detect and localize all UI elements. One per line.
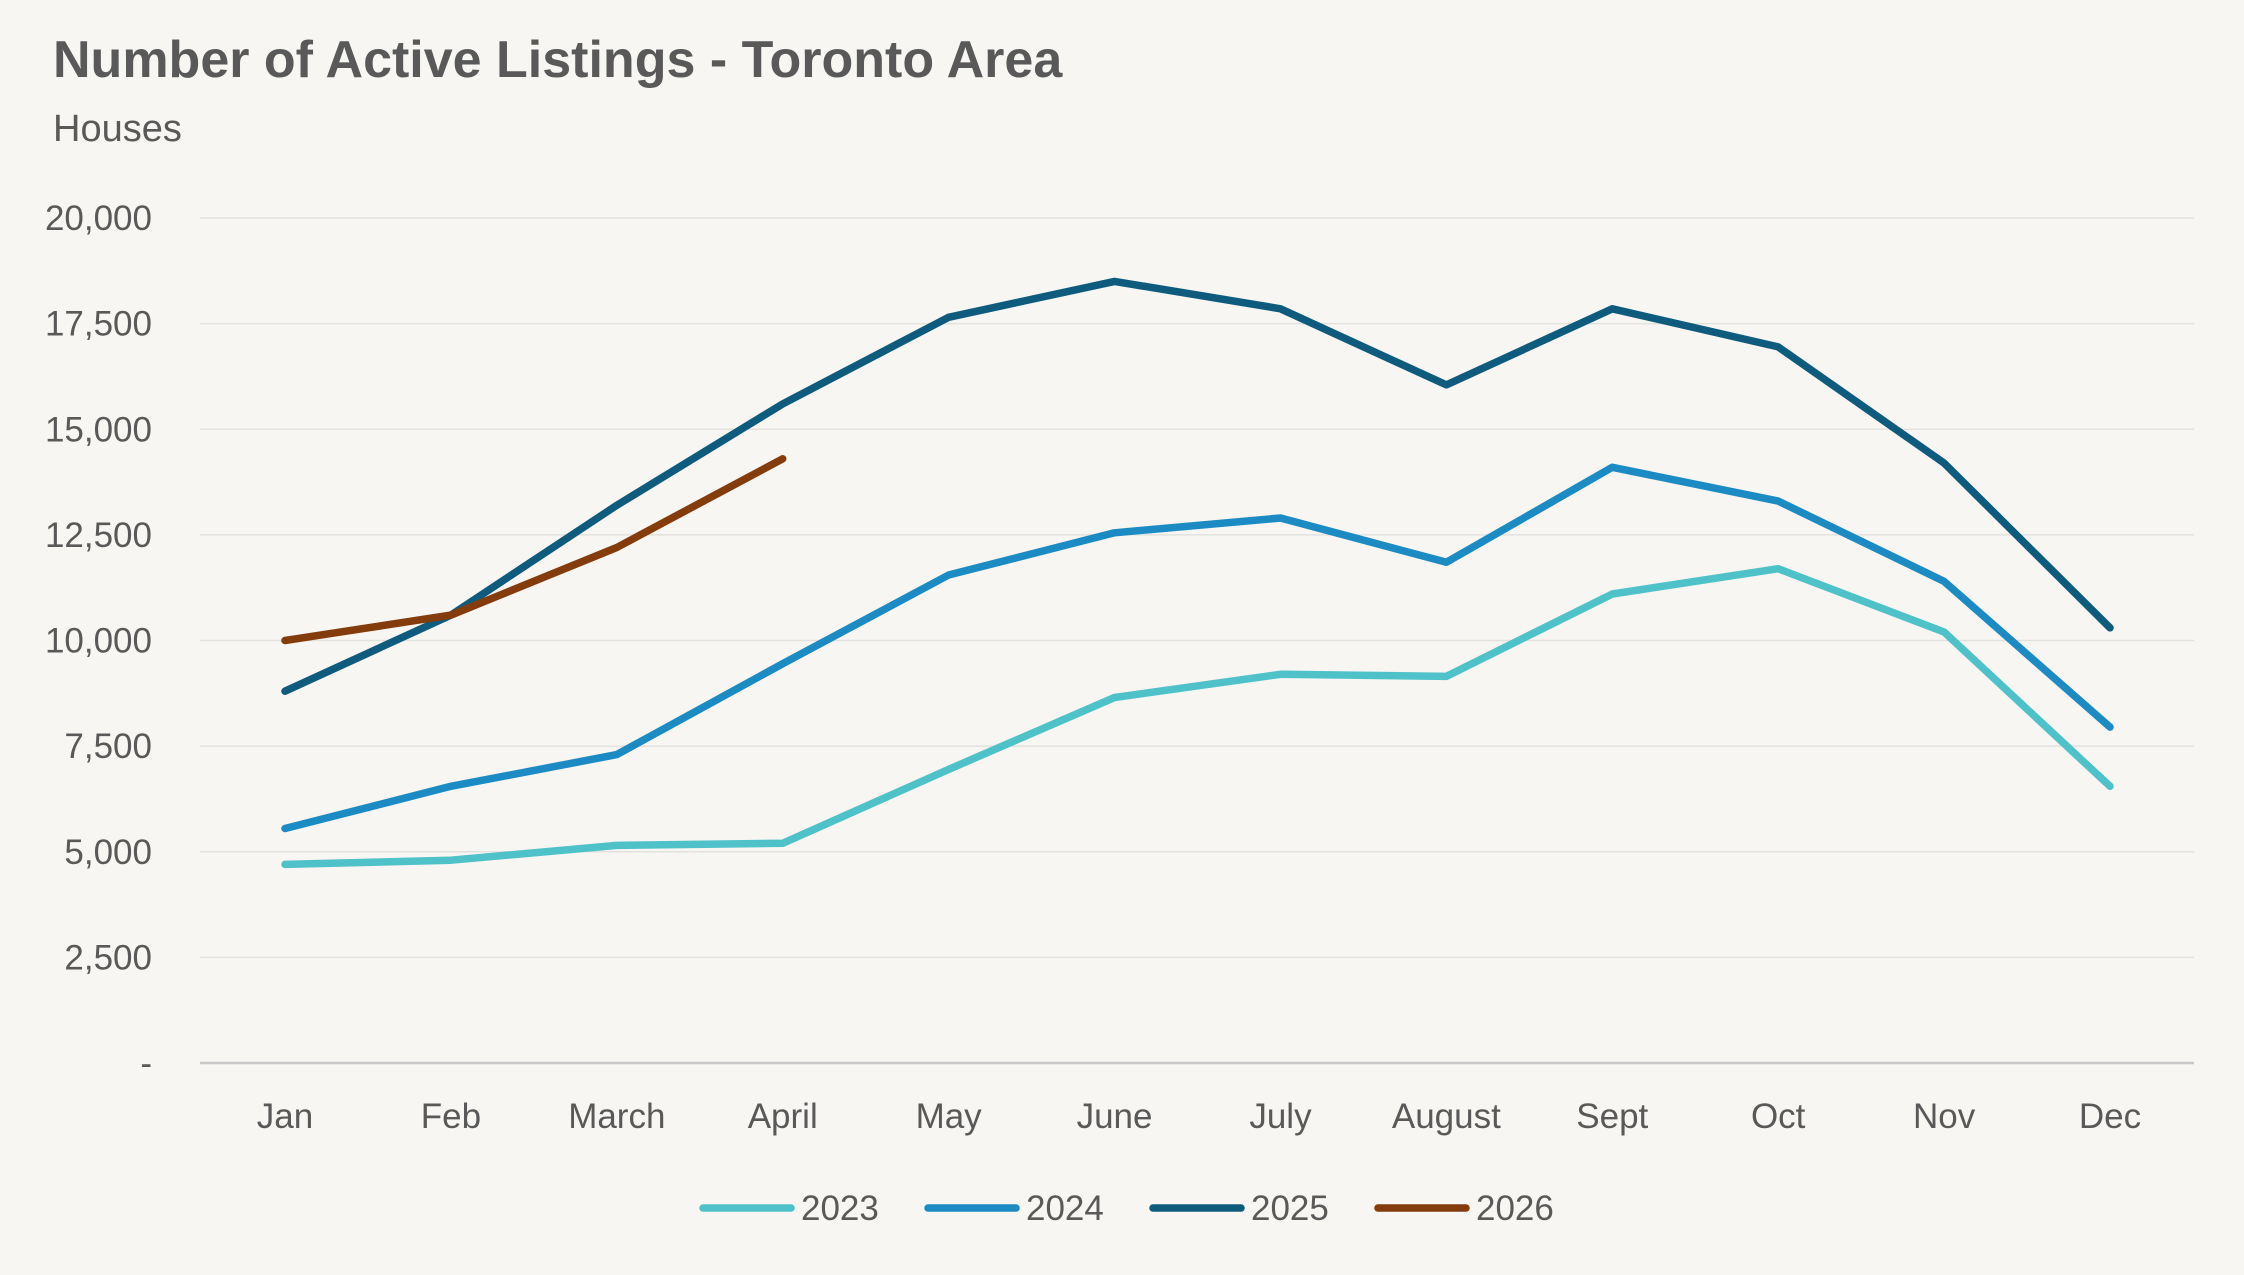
x-tick-label: Dec [2079, 1097, 2141, 1136]
legend-label-2026: 2026 [1476, 1189, 1554, 1228]
series-line-2025 [281, 277, 2114, 695]
y-tick-label: 7,500 [64, 727, 152, 766]
legend-label-2024: 2024 [1026, 1189, 1104, 1228]
chart-subtitle: Houses [53, 108, 182, 150]
x-tick-label: Nov [1913, 1097, 1976, 1136]
x-tick-label: April [748, 1097, 818, 1136]
x-tick-label: May [916, 1097, 983, 1136]
x-tick-label: June [1077, 1097, 1153, 1136]
x-tick-label: Sept [1576, 1097, 1648, 1136]
x-tick-label: August [1392, 1097, 1501, 1136]
y-tick-label: 10,000 [45, 622, 152, 661]
y-tick-label: 2,500 [64, 938, 152, 977]
x-tick-label: Jan [257, 1097, 313, 1136]
x-tick-label: Oct [1751, 1097, 1806, 1136]
legend-label-2023: 2023 [801, 1189, 879, 1228]
series-line-2024 [281, 463, 2114, 833]
series-line-2026 [281, 455, 787, 645]
y-tick-label: 12,500 [45, 516, 152, 555]
chart-title: Number of Active Listings - Toronto Area [53, 31, 1063, 89]
x-tick-label: Feb [421, 1097, 481, 1136]
y-tick-label: - [140, 1044, 152, 1083]
y-tick-label: 5,000 [64, 833, 152, 872]
y-tick-label: 17,500 [45, 305, 152, 344]
x-tick-label: March [568, 1097, 665, 1136]
y-tick-label: 15,000 [45, 410, 152, 449]
x-tick-label: July [1249, 1097, 1312, 1136]
legend-label-2025: 2025 [1251, 1189, 1329, 1228]
series-line-2023 [281, 564, 2114, 869]
y-tick-label: 20,000 [45, 199, 152, 238]
